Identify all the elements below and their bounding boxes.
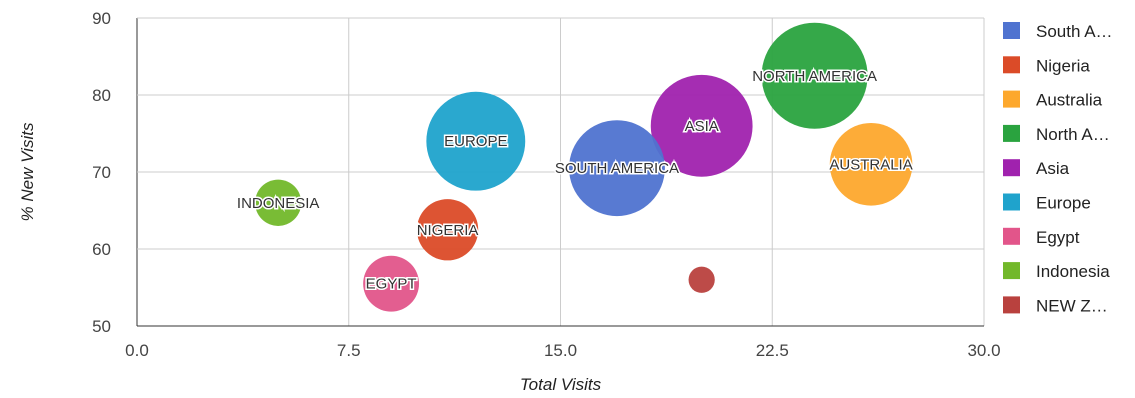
y-tick-label: 70: [92, 163, 111, 182]
legend-label[interactable]: Nigeria: [1036, 56, 1090, 75]
legend[interactable]: South A… Nigeria Australia North A… Asia Euro…: [1003, 22, 1113, 315]
y-tick-label: 90: [92, 9, 111, 28]
bubble-label: AUSTRALIA: [829, 156, 912, 173]
x-tick-label: 15.0: [544, 341, 577, 360]
legend-swatch: [1003, 159, 1020, 177]
bubble-label: EUROPE: [444, 133, 507, 150]
bubble[interactable]: [650, 74, 753, 177]
legend-swatch: [1003, 124, 1020, 142]
x-tick-label: 30.0: [967, 341, 1000, 360]
legend-swatch: [1003, 227, 1020, 245]
legend-swatch: [1003, 22, 1020, 39]
bubble-label: INDONESIA: [237, 195, 320, 212]
bubble[interactable]: [761, 22, 868, 129]
legend-label[interactable]: Europe: [1036, 194, 1091, 213]
legend-label[interactable]: Asia: [1036, 159, 1070, 178]
bubble-labels: SOUTH AMERICA NIGERIA AUSTRALIA NORTH AMERI…: [235, 66, 914, 294]
bubble-label: NORTH AMERICA: [752, 68, 877, 85]
x-axis-ticks: 0.0 7.5 15.0 22.5 30.0: [125, 341, 1000, 360]
bubble[interactable]: [255, 179, 302, 226]
x-axis-title: Total Visits: [520, 375, 602, 394]
legend-swatch: [1003, 296, 1020, 314]
y-tick-label: 50: [92, 317, 111, 336]
legend-swatch: [1003, 193, 1020, 211]
y-tick-label: 60: [92, 240, 111, 259]
bubble[interactable]: [688, 266, 715, 293]
bubbles: [255, 22, 913, 312]
legend-swatch: [1003, 262, 1020, 280]
bubble[interactable]: [426, 91, 526, 191]
legend-swatch: [1003, 56, 1020, 74]
legend-label[interactable]: Indonesia: [1036, 262, 1110, 281]
bubble-label: ASIA: [685, 118, 719, 135]
legend-label[interactable]: North A…: [1036, 125, 1110, 144]
legend-label[interactable]: Australia: [1036, 91, 1103, 110]
legend-label[interactable]: South A…: [1036, 22, 1113, 41]
bubble[interactable]: [829, 123, 913, 206]
legend-swatch: [1003, 90, 1020, 108]
legend-label[interactable]: NEW Z…: [1036, 296, 1108, 315]
bubble-label: EGYPT: [366, 276, 417, 293]
x-tick-label: 22.5: [756, 341, 789, 360]
x-tick-label: 0.0: [125, 341, 149, 360]
bubble[interactable]: [363, 255, 420, 312]
bubble-label: SOUTH AMERICA: [555, 160, 679, 177]
x-tick-label: 7.5: [337, 341, 361, 360]
y-tick-label: 80: [92, 86, 111, 105]
y-axis-ticks: 50 60 70 80 90: [92, 9, 111, 336]
legend-label[interactable]: Egypt: [1036, 228, 1080, 247]
bubble-label: NIGERIA: [417, 222, 479, 239]
bubble[interactable]: [569, 120, 665, 217]
bubble[interactable]: [416, 199, 479, 261]
y-axis-title: % New Visits: [18, 122, 37, 221]
